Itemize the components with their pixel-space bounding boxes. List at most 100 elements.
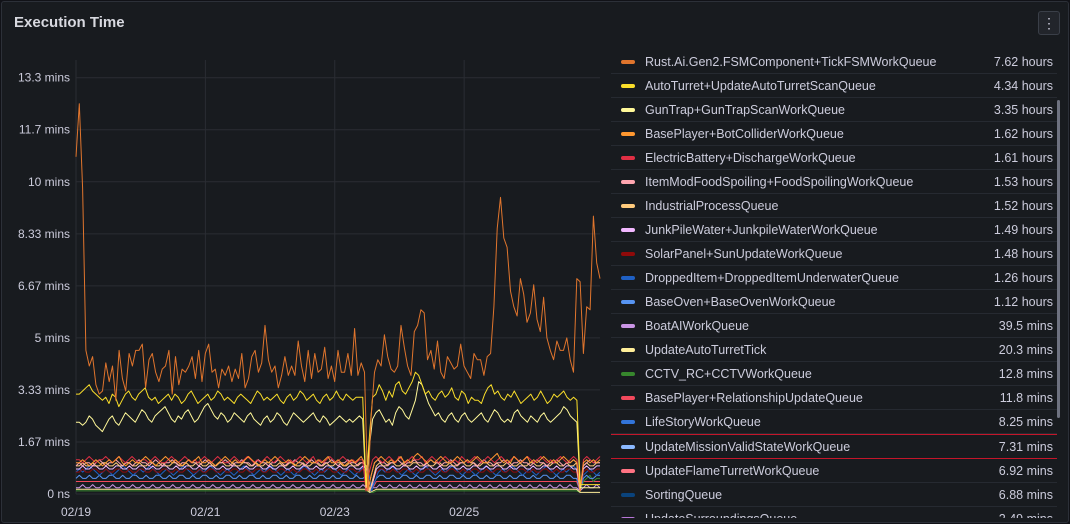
legend-series-total: 2.49 mins [999, 512, 1053, 519]
legend-swatch-icon [621, 83, 635, 88]
legend-swatch-icon [621, 492, 635, 497]
legend-item[interactable]: CCTV_RC+CCTVWorkQueue 12.8 mins [611, 362, 1057, 386]
legend-series-name: UpdateFlameTurretWorkQueue [645, 463, 820, 478]
legend-item[interactable]: BaseOven+BaseOvenWorkQueue 1.12 hours [611, 290, 1057, 314]
series-line[interactable] [76, 468, 600, 492]
y-tick-label: 5 mins [35, 331, 70, 345]
legend-item[interactable]: Rust.Ai.Gen2.FSMComponent+TickFSMWorkQue… [611, 50, 1057, 74]
series-line[interactable] [75, 459, 600, 492]
x-tick-label: 02/19 [61, 505, 91, 519]
legend-swatch-icon [621, 275, 635, 280]
legend-swatch-icon [621, 155, 635, 160]
legend-swatch-icon [621, 203, 635, 208]
series-line[interactable] [75, 103, 601, 492]
y-tick-label: 3.33 mins [18, 383, 70, 397]
legend: Rust.Ai.Gen2.FSMComponent+TickFSMWorkQue… [611, 50, 1057, 518]
series-line[interactable] [76, 488, 600, 493]
legend-series-total: 20.3 mins [998, 342, 1053, 357]
x-tick-label: 02/23 [320, 505, 350, 519]
y-tick-label: 10 mins [28, 175, 70, 189]
legend-series-name: BaseOven+BaseOvenWorkQueue [645, 294, 836, 309]
legend-item[interactable]: AutoTurret+UpdateAutoTurretScanQueue 4.34… [611, 74, 1057, 98]
legend-series-name: ElectricBattery+DischargeWorkQueue [645, 150, 856, 165]
legend-series-total: 1.12 hours [993, 294, 1053, 309]
legend-swatch-icon [621, 347, 635, 352]
legend-series-name: Rust.Ai.Gen2.FSMComponent+TickFSMWorkQue… [645, 54, 937, 69]
legend-swatch-icon [621, 323, 635, 328]
panel-menu-icon[interactable]: ⋮ [1038, 11, 1060, 35]
legend-series-name: SolarPanel+SunUpdateWorkQueue [645, 246, 843, 261]
series-line[interactable] [76, 484, 601, 492]
legend-series-name: GunTrap+GunTrapScanWorkQueue [645, 102, 845, 117]
y-tick-label: 1.67 mins [18, 435, 70, 449]
legend-series-name: IndustrialProcessQueue [645, 198, 779, 213]
legend-series-total: 1.62 hours [993, 126, 1053, 141]
x-axis: 02/19 02/21 02/23 02/25 [61, 505, 480, 519]
legend-item[interactable]: UpdateFlameTurretWorkQueue 6.92 mins [611, 459, 1057, 483]
legend-series-total: 1.48 hours [993, 246, 1053, 261]
legend-swatch-icon [621, 468, 635, 473]
legend-series-name: BoatAIWorkQueue [645, 318, 749, 333]
legend-series-total: 3.35 hours [993, 102, 1053, 117]
panel-title: Execution Time [14, 14, 125, 31]
legend-series-total: 1.61 hours [993, 150, 1053, 165]
legend-series-total: 39.5 mins [998, 318, 1053, 333]
legend-swatch-icon [621, 371, 635, 376]
legend-scrollbar[interactable] [1057, 100, 1060, 418]
legend-series-name: UpdateSurroundingsQueue [645, 512, 999, 519]
y-tick-label: 6.67 mins [18, 279, 70, 293]
legend-series-total: 6.88 mins [998, 487, 1053, 502]
legend-series-total: 12.8 mins [998, 366, 1053, 381]
legend-series-total: 8.25 mins [998, 414, 1053, 429]
legend-series-total: 7.31 mins [998, 439, 1053, 454]
legend-swatch-icon [621, 59, 635, 64]
legend-series-name: DroppedItem+DroppedItemUnderwaterQueue [645, 270, 899, 285]
y-tick-label: 13.3 mins [18, 71, 70, 85]
legend-item[interactable]: UpdateSurroundingsQueue2.49 mins [611, 507, 1057, 518]
series-line[interactable] [76, 481, 600, 492]
y-axis: 0 ns 1.67 mins 3.33 mins 5 mins 6.67 mins 8.3… [18, 71, 70, 501]
legend-item[interactable]: IndustrialProcessQueue 1.52 hours [611, 194, 1057, 218]
legend-item[interactable]: SolarPanel+SunUpdateWorkQueue 1.48 hours [611, 242, 1057, 266]
legend-item[interactable]: GunTrap+GunTrapScanWorkQueue 3.35 hours [611, 98, 1057, 122]
legend-item[interactable]: ItemModFoodSpoiling+FoodSpoilingWorkQueu… [611, 170, 1057, 194]
legend-item[interactable]: UpdateAutoTurretTick 20.3 mins [611, 338, 1057, 362]
legend-swatch-icon [621, 444, 635, 449]
legend-series-name: CCTV_RC+CCTVWorkQueue [645, 366, 812, 381]
y-tick-label: 0 ns [47, 487, 70, 501]
legend-series-name: UpdateMissionValidStateWorkQueue [645, 439, 851, 454]
legend-item[interactable]: LifeStoryWorkQueue 8.25 mins [611, 410, 1057, 434]
series-line[interactable] [76, 465, 600, 492]
series-lines [75, 103, 601, 493]
series-line[interactable] [76, 462, 600, 492]
legend-item[interactable]: SortingQueue 6.88 mins [611, 483, 1057, 507]
legend-series-total: 7.62 hours [993, 54, 1053, 69]
series-line[interactable] [76, 474, 600, 493]
series-line[interactable] [76, 371, 600, 486]
legend-series-name: SortingQueue [645, 487, 723, 502]
legend-series-name: JunkPileWater+JunkpileWaterWorkQueue [645, 222, 878, 237]
legend-series-total: 1.53 hours [993, 174, 1053, 189]
series-line[interactable] [76, 452, 601, 492]
legend-swatch-icon [621, 419, 635, 424]
legend-swatch-icon [621, 131, 635, 136]
series-line[interactable] [76, 381, 600, 489]
legend-item[interactable]: BasePlayer+BotColliderWorkQueue 1.62 hour… [611, 122, 1057, 146]
legend-swatch-icon [621, 516, 635, 518]
legend-item[interactable]: JunkPileWater+JunkpileWaterWorkQueue 1.49… [611, 218, 1057, 242]
y-tick-label: 11.7 mins [19, 123, 70, 137]
legend-item[interactable]: ElectricBattery+DischargeWorkQueue 1.61 h… [611, 146, 1057, 170]
legend-item[interactable]: BasePlayer+RelationshipUpdateQueue 11.8 m… [611, 386, 1057, 410]
legend-series-name: ItemModFoodSpoiling+FoodSpoilingWorkQueu… [645, 174, 914, 189]
legend-swatch-icon [621, 179, 635, 184]
legend-series-total: 1.26 hours [993, 270, 1053, 285]
legend-item[interactable]: UpdateMissionValidStateWorkQueue 7.31 min… [611, 434, 1057, 459]
legend-item[interactable]: DroppedItem+DroppedItemUnderwaterQueue 1.… [611, 266, 1057, 290]
legend-item[interactable]: BoatAIWorkQueue 39.5 mins [611, 314, 1057, 338]
legend-series-name: LifeStoryWorkQueue [645, 414, 761, 429]
legend-series-total: 1.52 hours [993, 198, 1053, 213]
x-tick-label: 02/25 [449, 505, 479, 519]
series-line[interactable] [75, 474, 600, 492]
legend-swatch-icon [621, 251, 635, 256]
